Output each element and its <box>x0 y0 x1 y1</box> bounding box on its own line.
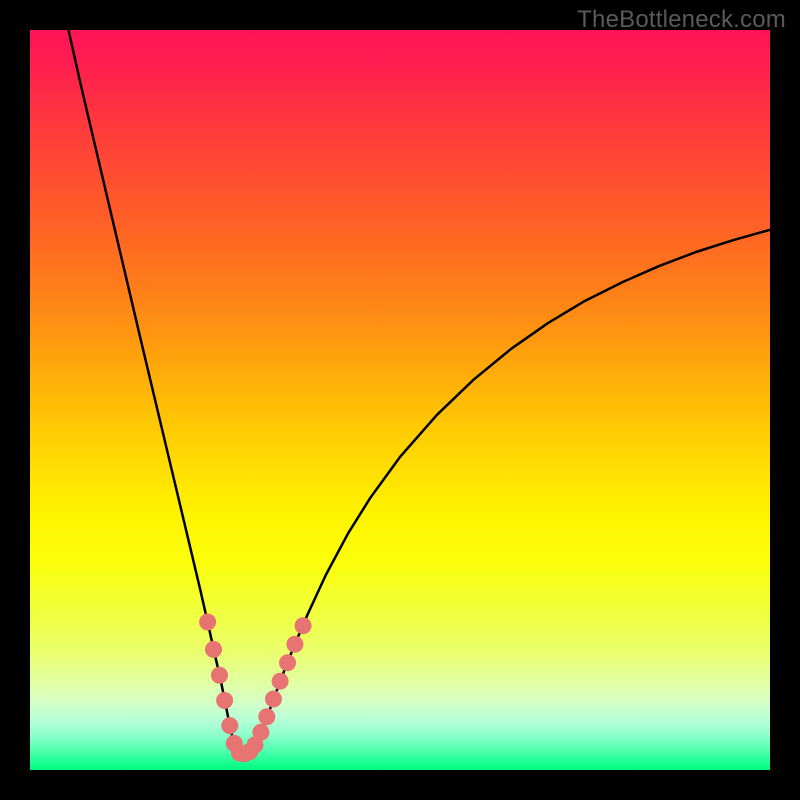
marker-dot <box>211 667 228 684</box>
marker-dot <box>221 717 238 734</box>
marker-dot <box>286 636 303 653</box>
marker-dot <box>295 617 312 634</box>
chart-svg <box>30 30 770 770</box>
marker-dot <box>279 654 296 671</box>
marker-dot <box>265 690 282 707</box>
marker-dot <box>216 692 233 709</box>
plot-area <box>30 30 770 770</box>
gradient-background <box>30 30 770 770</box>
marker-dot <box>258 708 275 725</box>
marker-dot <box>205 641 222 658</box>
chart-frame: TheBottleneck.com <box>0 0 800 800</box>
marker-dot <box>199 614 216 631</box>
marker-dot <box>272 673 289 690</box>
marker-dot <box>252 724 269 741</box>
